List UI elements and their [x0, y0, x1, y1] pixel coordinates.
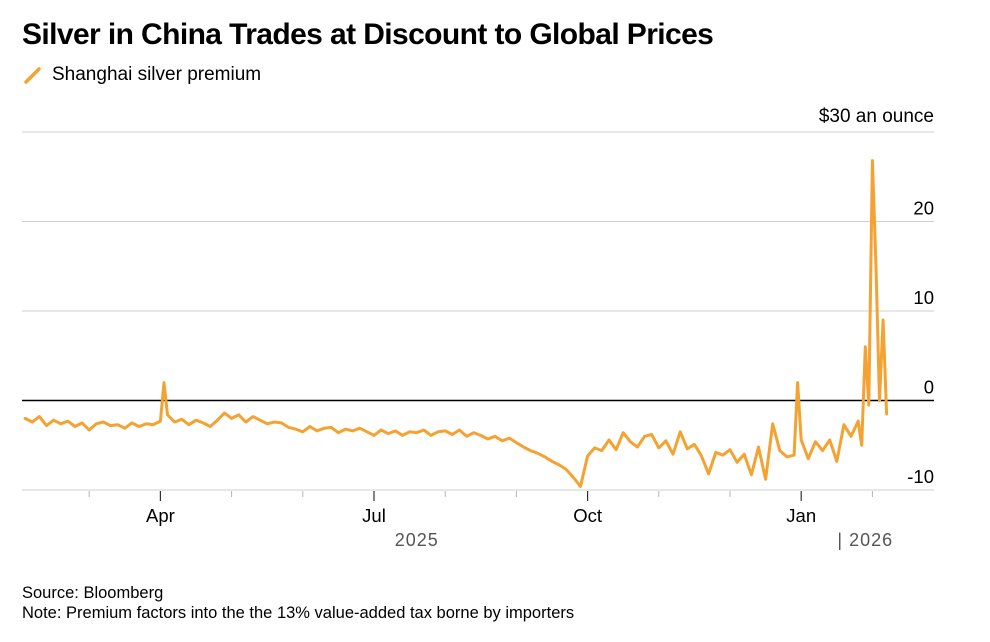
year-label: 2025 [395, 530, 439, 550]
year-label: | 2026 [837, 530, 893, 550]
y-tick-label: 20 [913, 198, 934, 219]
legend-label: Shanghai silver premium [52, 64, 262, 85]
y-tick-label: $30 an ounce [819, 106, 934, 127]
x-tick-label: Jan [786, 505, 816, 526]
x-tick-label: Jul [362, 505, 386, 526]
x-tick-label: Apr [146, 505, 175, 526]
y-tick-label: 10 [913, 287, 934, 308]
y-tick-label: -10 [907, 466, 934, 487]
footnote: Note: Premium factors into the the 13% v… [22, 604, 575, 622]
series-line [23, 159, 889, 488]
footer: Source: Bloomberg Note: Premium factors … [22, 583, 574, 623]
chart-title: Silver in China Trades at Discount to Gl… [22, 18, 714, 51]
legend: Shanghai silver premium [22, 64, 261, 86]
x-tick-label: Oct [573, 505, 602, 526]
y-tick-label: 0 [924, 377, 934, 398]
source-note: Source: Bloomberg [22, 584, 164, 602]
legend-line-icon [24, 67, 41, 84]
